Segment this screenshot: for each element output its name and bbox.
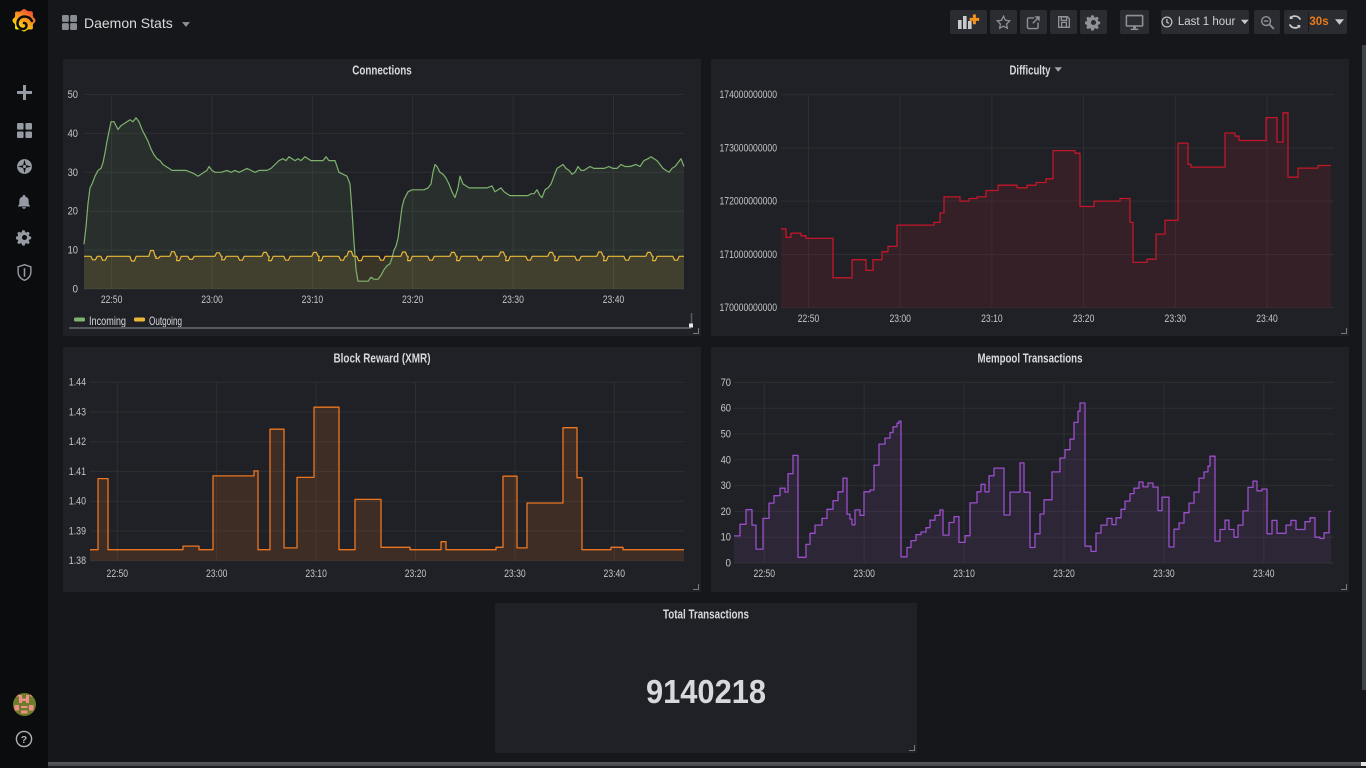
svg-text:0: 0	[73, 284, 79, 296]
svg-text:0: 0	[726, 558, 732, 570]
svg-text:23:20: 23:20	[1053, 568, 1075, 580]
svg-text:1.43: 1.43	[69, 406, 86, 418]
svg-text:22:50: 22:50	[107, 568, 128, 580]
svg-text:?: ?	[21, 734, 27, 746]
svg-text:23:40: 23:40	[1253, 568, 1275, 580]
svg-text:23:00: 23:00	[201, 294, 223, 306]
svg-text:30: 30	[68, 167, 78, 179]
svg-text:1.44: 1.44	[69, 377, 86, 389]
svg-text:23:30: 23:30	[1165, 313, 1187, 325]
svg-text:20: 20	[68, 206, 78, 218]
svg-text:23:40: 23:40	[1256, 313, 1278, 325]
svg-text:23:20: 23:20	[405, 568, 427, 580]
svg-text:40: 40	[68, 128, 78, 140]
svg-text:Incoming: Incoming	[89, 314, 126, 328]
svg-text:23:00: 23:00	[889, 313, 911, 325]
svg-text:Block Reward (XMR): Block Reward (XMR)	[334, 351, 431, 366]
svg-text:171000000000: 171000000000	[720, 249, 778, 261]
svg-text:1.42: 1.42	[69, 436, 86, 448]
svg-text:10: 10	[68, 245, 78, 257]
svg-text:70: 70	[721, 377, 731, 389]
svg-text:23:10: 23:10	[305, 568, 327, 580]
svg-text:172000000000: 172000000000	[720, 196, 778, 208]
svg-text:23:10: 23:10	[302, 294, 324, 306]
svg-text:1.41: 1.41	[69, 466, 86, 478]
svg-text:22:50: 22:50	[101, 294, 123, 306]
svg-text:10: 10	[721, 532, 731, 544]
svg-text:50: 50	[721, 429, 731, 441]
svg-text:173000000000: 173000000000	[720, 142, 778, 154]
svg-text:Difficulty: Difficulty	[1010, 63, 1052, 78]
svg-text:1.38: 1.38	[69, 555, 86, 567]
svg-text:22:50: 22:50	[754, 568, 776, 580]
svg-text:174000000000: 174000000000	[720, 89, 778, 101]
svg-text:50: 50	[68, 89, 78, 101]
svg-text:Mempool Transactions: Mempool Transactions	[978, 351, 1083, 366]
svg-text:23:20: 23:20	[1073, 313, 1095, 325]
svg-text:22:50: 22:50	[798, 313, 820, 325]
svg-text:23:30: 23:30	[1153, 568, 1175, 580]
svg-text:1.40: 1.40	[69, 496, 86, 508]
svg-text:170000000000: 170000000000	[720, 302, 778, 314]
svg-text:Total Transactions: Total Transactions	[663, 607, 749, 622]
svg-text:23:40: 23:40	[603, 294, 625, 306]
svg-text:20: 20	[721, 506, 731, 518]
svg-text:23:30: 23:30	[504, 568, 526, 580]
svg-text:23:10: 23:10	[981, 313, 1003, 325]
svg-text:40: 40	[721, 454, 731, 466]
svg-text:Connections: Connections	[352, 63, 412, 78]
svg-text:9140218: 9140218	[646, 673, 766, 710]
svg-text:30: 30	[721, 480, 731, 492]
svg-text:60: 60	[721, 403, 731, 415]
svg-text:23:00: 23:00	[206, 568, 228, 580]
svg-text:23:30: 23:30	[502, 294, 523, 306]
svg-text:1.39: 1.39	[69, 525, 86, 537]
svg-text:23:10: 23:10	[953, 568, 975, 580]
svg-text:23:00: 23:00	[853, 568, 875, 580]
svg-text:23:20: 23:20	[402, 294, 424, 306]
svg-text:23:40: 23:40	[604, 568, 626, 580]
svg-text:Outgoing: Outgoing	[149, 314, 182, 328]
